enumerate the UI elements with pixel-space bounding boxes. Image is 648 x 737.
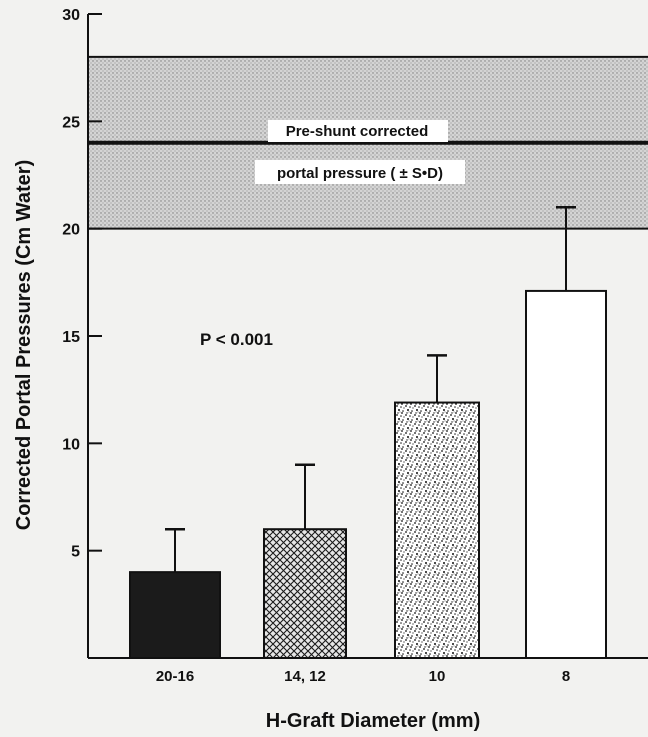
y-tick-label-25: 25 — [62, 114, 80, 131]
band-label-line2: portal pressure ( ± S•D) — [277, 165, 443, 182]
pre-shunt-band — [88, 55, 648, 230]
x-tick-labels: 20-16 14, 12 10 8 — [156, 668, 570, 685]
bar-4 — [525, 289, 607, 659]
band-label-bg-2 — [255, 160, 465, 184]
y-tick-label-30: 30 — [62, 7, 80, 24]
band-label-bg-1 — [268, 120, 448, 142]
y-tick-label-15: 15 — [62, 329, 80, 346]
x-tick-label-3: 10 — [429, 668, 446, 685]
y-ticks: 5 10 15 20 25 30 — [62, 7, 102, 561]
bar-3 — [394, 401, 480, 659]
bar-1 — [129, 571, 221, 660]
x-tick-label-4: 8 — [562, 668, 570, 685]
y-tick-label-10: 10 — [62, 436, 80, 453]
band-label-line1: Pre-shunt corrected — [286, 123, 429, 140]
x-tick-label-1: 20-16 — [156, 668, 194, 685]
x-axis-label: H-Graft Diameter (mm) — [266, 710, 480, 732]
bars — [129, 205, 607, 660]
y-axis-label: Corrected Portal Pressures (Cm Water) — [13, 160, 35, 531]
y-tick-label-20: 20 — [62, 222, 80, 239]
y-tick-label-5: 5 — [71, 544, 80, 561]
bar-2 — [263, 528, 347, 660]
x-tick-label-2: 14, 12 — [284, 668, 326, 685]
annotation-p-value: P < 0.001 — [200, 330, 273, 349]
